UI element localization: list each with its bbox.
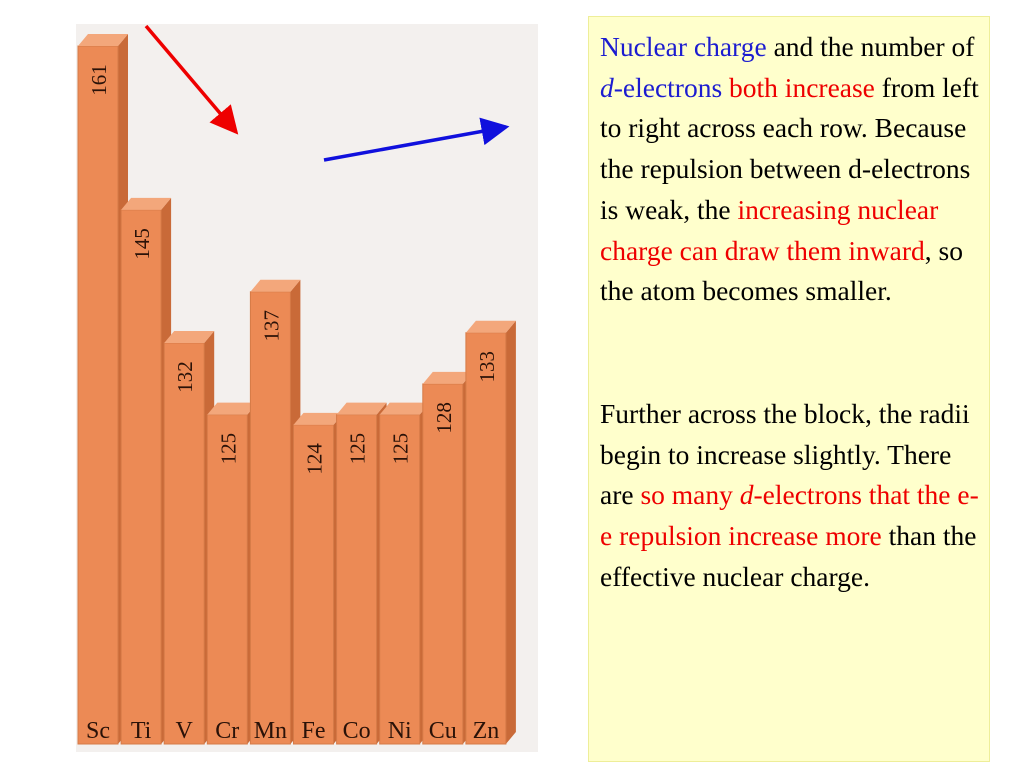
- value-label-sc: 161: [87, 64, 111, 96]
- bar-top-v: [164, 330, 215, 343]
- explanation-paragraph-1: Nuclear charge and the number of d-elect…: [600, 27, 979, 312]
- value-label-fe: 124: [303, 443, 327, 475]
- blue-arrow: [323, 117, 510, 162]
- bar-front-cu: [422, 383, 464, 745]
- bar-top-sc: [78, 34, 128, 46]
- bar-chart-svg: 161Sc145Ti132V125Cr137Mn124Fe125Co125Ni1…: [77, 24, 516, 745]
- bar-top-ti: [121, 197, 172, 210]
- bar-fe: 124 Fe: [293, 412, 344, 745]
- bar-front-ti: [120, 209, 162, 745]
- red-arrow: [144, 24, 239, 135]
- text-run: Further across the block, the radii begi…: [600, 397, 970, 511]
- text-run: Nuclear charge: [600, 31, 767, 62]
- text-run: so many: [640, 479, 740, 511]
- category-label-ni: Ni: [388, 718, 412, 744]
- bar-front-v: [163, 342, 205, 745]
- bar-mn: 137 Mn: [249, 279, 301, 745]
- category-label-cr: Cr: [215, 718, 239, 744]
- bar-front-sc: [77, 45, 119, 745]
- value-label-mn: 137: [259, 310, 283, 342]
- bar-front-cr: [206, 414, 248, 745]
- category-label-cu: Cu: [429, 718, 457, 744]
- value-label-co: 125: [346, 433, 370, 465]
- value-label-cr: 125: [216, 433, 240, 465]
- bar-side-zn: [505, 320, 516, 744]
- bar-front-mn: [249, 291, 291, 745]
- text-run: -electrons: [613, 71, 723, 103]
- category-label-v: V: [176, 718, 194, 744]
- bar-front-co: [336, 414, 378, 745]
- bar-ni: 125 Ni: [379, 402, 430, 745]
- value-label-ti: 145: [130, 228, 154, 260]
- bar-co: 125 Co: [336, 402, 387, 745]
- text-run: both increase: [722, 71, 875, 103]
- text-run: from left to right across each row. Beca…: [600, 71, 979, 225]
- atomic-radius-chart: 161 Sc 145 Ti 132 V 125 Cr 137 Mn 124 Fe 125 Co 125 Ni 1…: [76, 24, 538, 752]
- explanation-paragraph-2: Further across the block, the radii begi…: [600, 394, 979, 598]
- bar-top-co: [336, 402, 387, 415]
- text-run: increasing nuclear charge can draw them …: [600, 193, 939, 266]
- bars-group: 161Sc145Ti132V125Cr137Mn124Fe125Co125Ni1…: [77, 34, 516, 745]
- value-label-v: 132: [173, 361, 197, 393]
- explanation-panel: Nuclear charge and the number of d-elect…: [588, 16, 990, 762]
- bar-top-ni: [379, 402, 430, 415]
- bar-v: 132 V: [163, 330, 215, 745]
- value-label-cu: 128: [432, 402, 456, 434]
- category-label-fe: Fe: [302, 718, 326, 744]
- category-label-zn: Zn: [473, 718, 500, 744]
- bar-top-cr: [207, 402, 258, 415]
- bar-front-fe: [293, 424, 334, 745]
- text-run: , so the atom becomes smaller.: [600, 234, 963, 307]
- bar-front-ni: [379, 414, 421, 745]
- value-label-zn: 133: [475, 351, 499, 383]
- value-label-ni: 125: [389, 433, 413, 465]
- text-run: d: [600, 71, 614, 103]
- bar-ti: 145 Ti: [120, 197, 172, 745]
- bar-sc: 161 Sc: [77, 34, 128, 745]
- bar-cr: 125 Cr: [206, 402, 258, 745]
- bar-top-mn: [250, 279, 301, 292]
- text-run: d: [739, 479, 754, 511]
- bar-zn: 133 Zn: [465, 320, 516, 745]
- text-run: and the number of: [766, 31, 975, 62]
- bar-top-fe: [293, 412, 344, 425]
- category-label-co: Co: [343, 718, 371, 744]
- text-run: -electrons that the e-e repulsion increa…: [600, 479, 979, 552]
- category-label-sc: Sc: [86, 718, 110, 744]
- category-label-mn: Mn: [254, 718, 287, 744]
- category-label-ti: Ti: [131, 718, 152, 744]
- bar-cu: 128 Cu: [422, 371, 473, 745]
- bar-front-zn: [465, 332, 507, 745]
- bar-top-zn: [465, 320, 516, 333]
- text-run: than the effective nuclear charge.: [600, 520, 977, 592]
- bar-top-cu: [422, 371, 473, 384]
